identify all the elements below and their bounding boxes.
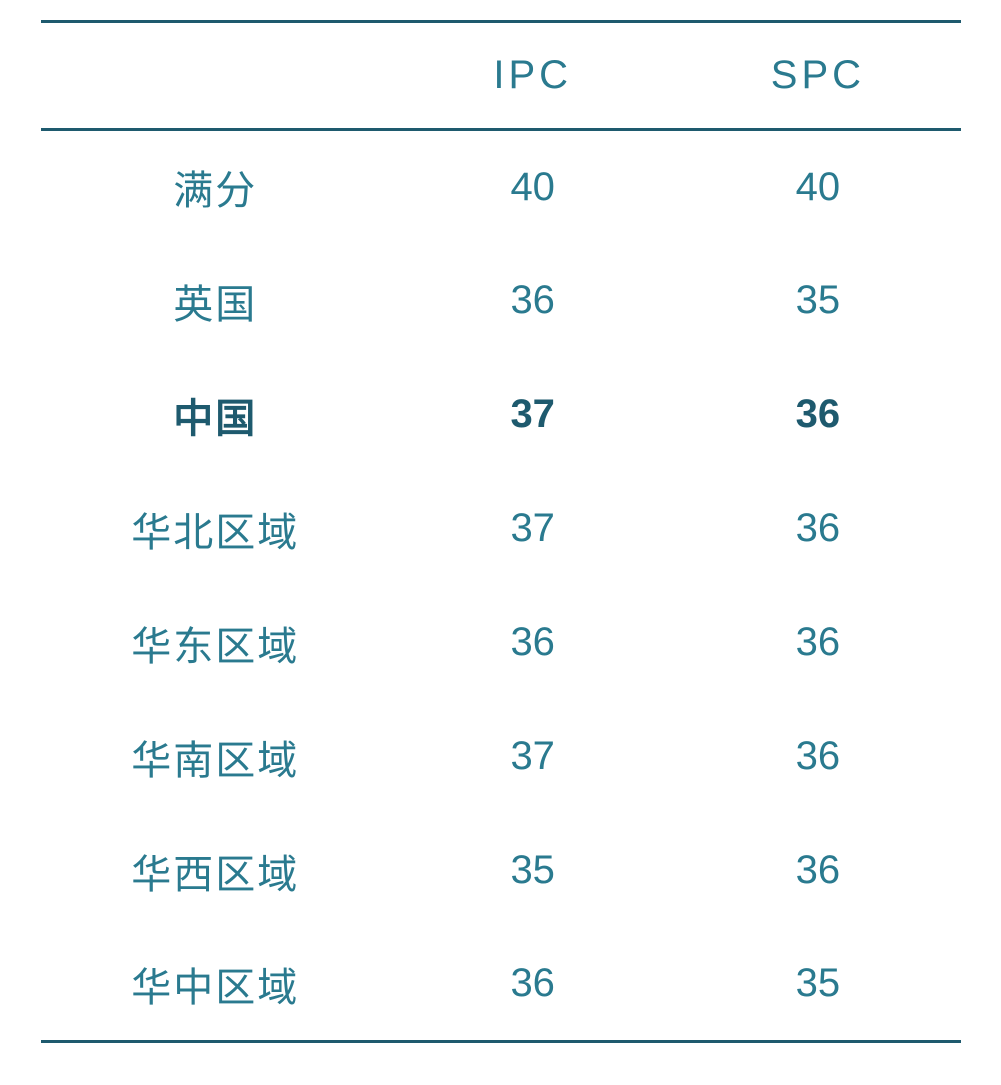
row-spc-value: 36: [675, 814, 960, 928]
table-row: 华北区域 37 36: [41, 472, 961, 586]
row-ipc-value: 36: [390, 244, 675, 358]
row-label: 英国: [41, 244, 391, 358]
row-spc-value: 36: [675, 358, 960, 472]
table-body: 满分 40 40 英国 36 35 中国 37 36 华北区域 37 36 华东…: [41, 130, 961, 1042]
table-row: 满分 40 40: [41, 130, 961, 244]
row-ipc-value: 37: [390, 472, 675, 586]
row-spc-value: 36: [675, 700, 960, 814]
table-row: 英国 36 35: [41, 244, 961, 358]
row-ipc-value: 36: [390, 928, 675, 1042]
table-row: 华东区域 36 36: [41, 586, 961, 700]
table-row-highlighted: 中国 37 36: [41, 358, 961, 472]
scores-table: IPC SPC 满分 40 40 英国 36 35 中国 37 36 华北区域: [41, 20, 961, 1043]
row-spc-value: 35: [675, 928, 960, 1042]
row-ipc-value: 37: [390, 700, 675, 814]
table-row: 华西区域 35 36: [41, 814, 961, 928]
row-ipc-value: 40: [390, 130, 675, 244]
row-ipc-value: 37: [390, 358, 675, 472]
row-label: 中国: [41, 358, 391, 472]
scores-table-container: IPC SPC 满分 40 40 英国 36 35 中国 37 36 华北区域: [41, 20, 961, 1043]
row-spc-value: 35: [675, 244, 960, 358]
row-ipc-value: 35: [390, 814, 675, 928]
column-header-ipc: IPC: [390, 22, 675, 130]
row-label: 华东区域: [41, 586, 391, 700]
row-label: 华西区域: [41, 814, 391, 928]
row-ipc-value: 36: [390, 586, 675, 700]
column-header-empty: [41, 22, 391, 130]
column-header-spc: SPC: [675, 22, 960, 130]
table-header-row: IPC SPC: [41, 22, 961, 130]
row-label: 华南区域: [41, 700, 391, 814]
row-spc-value: 36: [675, 472, 960, 586]
row-label: 华中区域: [41, 928, 391, 1042]
row-label: 满分: [41, 130, 391, 244]
row-label: 华北区域: [41, 472, 391, 586]
table-row: 华南区域 37 36: [41, 700, 961, 814]
row-spc-value: 40: [675, 130, 960, 244]
table-row: 华中区域 36 35: [41, 928, 961, 1042]
row-spc-value: 36: [675, 586, 960, 700]
